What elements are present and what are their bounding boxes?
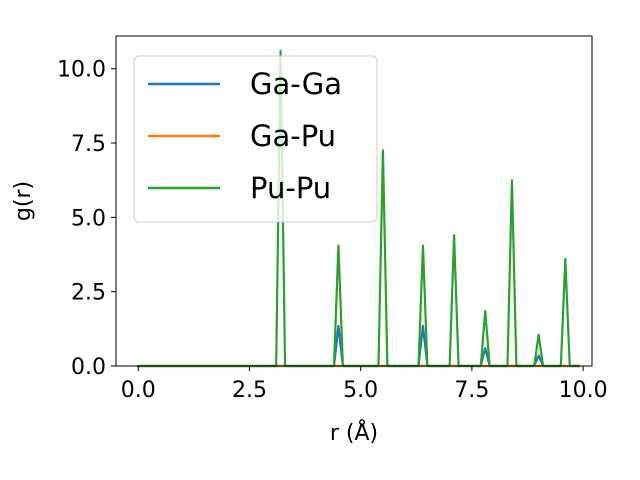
- legend-label-pu-pu: Pu-Pu: [250, 171, 331, 205]
- x-axis-label: r (Å): [330, 419, 378, 446]
- x-axis: 0.0 2.5 5.0 7.5 10.0: [121, 366, 608, 403]
- y-axis: 0.0 2.5 5.0 7.5 10.0: [57, 58, 116, 380]
- x-tick-label: 7.5: [454, 378, 489, 403]
- legend-label-ga-ga: Ga-Ga: [250, 67, 342, 101]
- y-axis-label: g(r): [11, 181, 36, 221]
- x-tick-label: 0.0: [121, 378, 156, 403]
- y-tick-label: 7.5: [71, 132, 106, 157]
- legend-label-ga-pu: Ga-Pu: [250, 119, 336, 153]
- x-tick-label: 2.5: [232, 378, 267, 403]
- y-tick-label: 0.0: [71, 355, 106, 380]
- y-tick-label: 5.0: [71, 206, 106, 231]
- legend: Ga-Ga Ga-Pu Pu-Pu: [133, 55, 378, 223]
- plot-frame: [115, 35, 593, 367]
- x-tick-label: 5.0: [343, 378, 378, 403]
- y-tick-label: 10.0: [57, 58, 106, 83]
- x-tick-label: 10.0: [559, 378, 608, 403]
- y-tick-label: 2.5: [71, 281, 106, 306]
- legend-box: [133, 55, 378, 223]
- series-line-pu-pu: [137, 49, 580, 368]
